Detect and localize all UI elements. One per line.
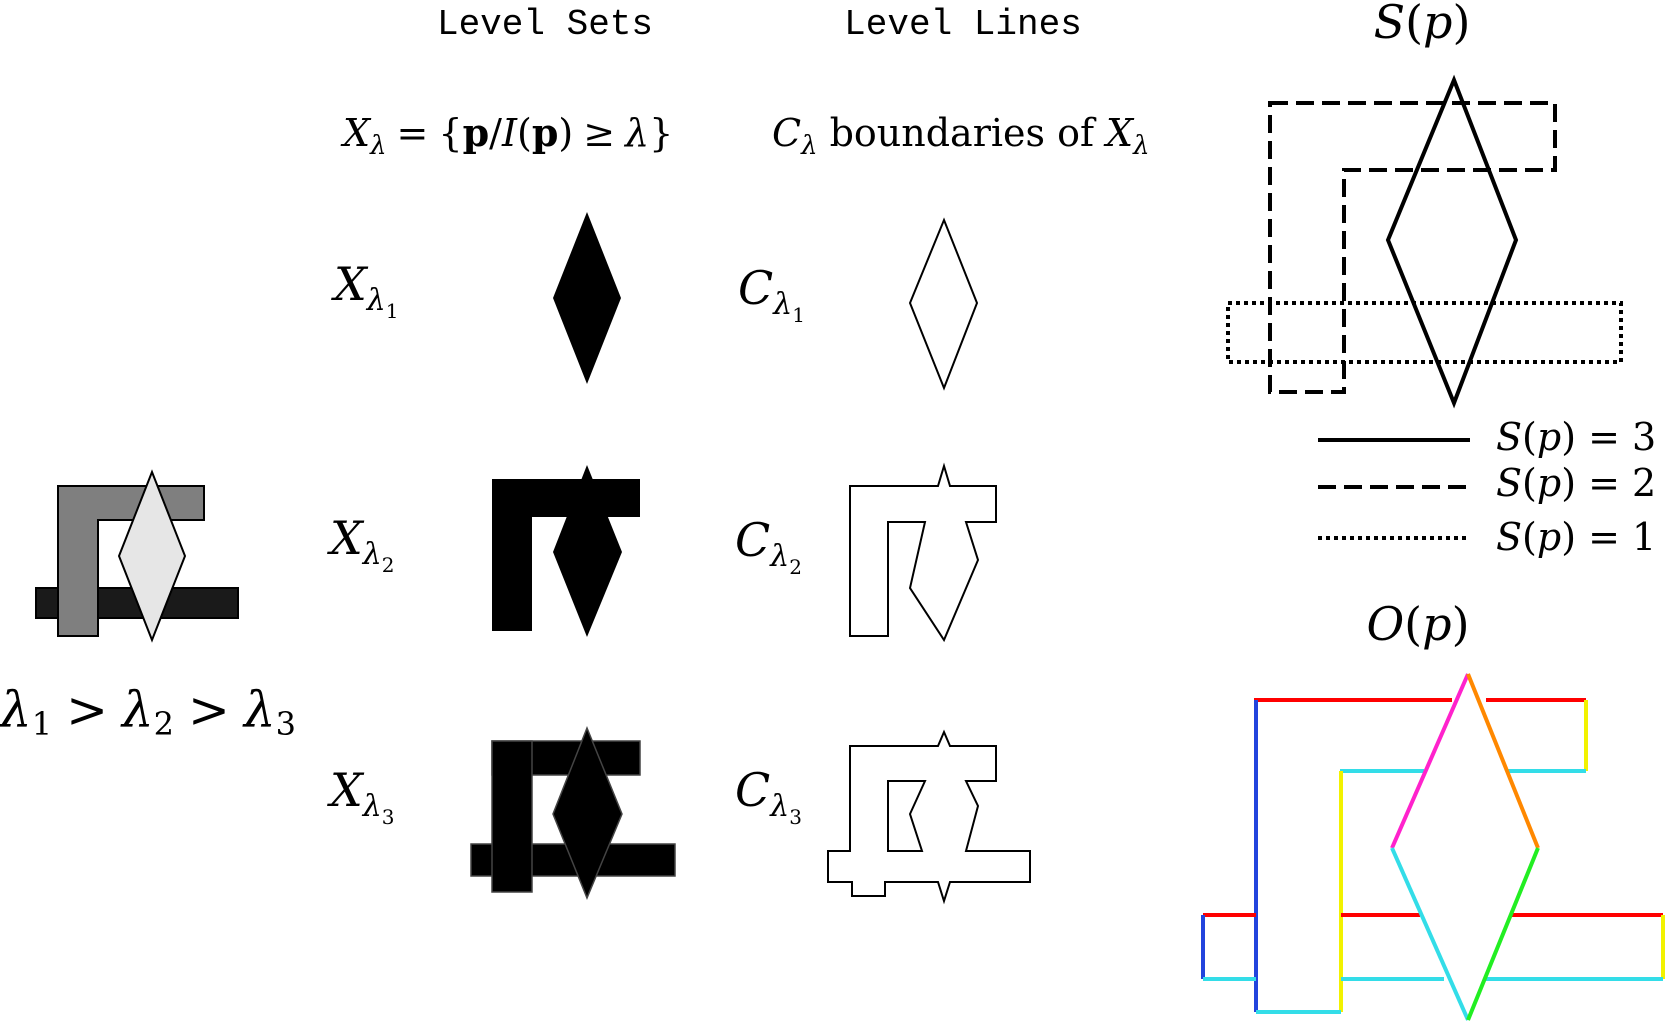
- level-line-2-outline: [849, 462, 997, 643]
- light-diamond-shape: [117, 469, 187, 643]
- header-o-of-p: O(p): [1366, 597, 1469, 651]
- level-line-1-diamond: [908, 217, 979, 391]
- row-label-c-lambda-2: Cλ2: [735, 513, 802, 579]
- level-line-3-outline: [827, 729, 1031, 905]
- level-set-3-diamond: [552, 725, 623, 900]
- level-set-2-left-bar: [492, 479, 532, 631]
- saturation-diagram: [1226, 74, 1623, 409]
- original-image: [35, 469, 239, 643]
- op-diamond-lower-right: [1466, 847, 1540, 1021]
- row-label-c-lambda-1: Cλ1: [738, 261, 805, 327]
- legend-label-s2: S(p) = 2: [1496, 461, 1656, 505]
- sp-dashed-bracket: [1268, 101, 1557, 394]
- op-diamond-upper-left: [1390, 673, 1470, 849]
- op-diamond-lower-left: [1390, 847, 1470, 1021]
- lambda-ordering: λ1 > λ2 > λ3: [0, 681, 296, 743]
- op-diamond-upper-right: [1466, 673, 1540, 849]
- legend-label-s1: S(p) = 1: [1496, 515, 1656, 559]
- level-set-3-left-bar: [491, 740, 533, 893]
- row-label-x-lambda-1: Xλ1: [331, 257, 399, 323]
- row-label-c-lambda-3: Cλ3: [735, 763, 802, 829]
- sp-dotted-bar: [1226, 301, 1623, 364]
- header-level-sets: Level Sets: [437, 4, 653, 45]
- gray-bracket-shape: [57, 485, 205, 637]
- legend-label-s3: S(p) = 3: [1496, 415, 1656, 459]
- header-s-of-p: S(p): [1374, 0, 1471, 49]
- row-label-x-lambda-3: Xλ3: [327, 763, 395, 829]
- level-set-3: [470, 725, 676, 900]
- definition-level-set: Xλ = {p/I(p) ≥ λ}: [340, 110, 673, 161]
- level-line-2-contour: [850, 474, 996, 642]
- definition-level-lines: Cλ boundaries of Xλ: [772, 111, 1150, 161]
- sp-legend: S(p) = 3 S(p) = 2 S(p) = 1: [1318, 415, 1656, 559]
- level-set-1-diamond: [553, 212, 621, 384]
- level-set-2: [492, 465, 640, 637]
- row-label-x-lambda-2: Xλ2: [327, 511, 395, 577]
- sp-solid-diamond: [1385, 74, 1519, 409]
- header-level-lines: Level Lines: [844, 4, 1082, 45]
- orientation-diagram: [1201, 673, 1665, 1021]
- level-set-2-diamond: [553, 465, 622, 637]
